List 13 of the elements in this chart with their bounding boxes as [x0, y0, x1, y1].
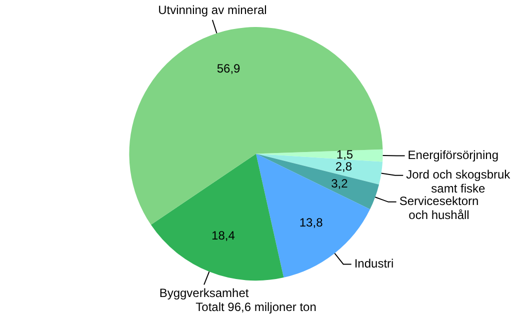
slice-label: Utvinning av mineral	[158, 3, 267, 18]
slice-label: Jord och skogsbruk samt fiske	[406, 168, 512, 196]
data-label: 18,4	[212, 228, 236, 243]
text: Totalt 96,6 miljoner ton	[196, 300, 316, 314]
data-label: 1,5	[336, 147, 354, 162]
data-label: 3,2	[331, 176, 348, 190]
data-label: 2,8	[335, 160, 352, 174]
data-label: 56,9	[216, 62, 241, 76]
data-label: 13,8	[299, 216, 324, 230]
slice-label: Byggverksamhet	[159, 286, 250, 300]
slice-label: Industri	[354, 256, 394, 271]
slice-label: Servicesektorn och hushåll	[399, 194, 479, 222]
slice-label: Energiförsörjning	[408, 148, 499, 162]
